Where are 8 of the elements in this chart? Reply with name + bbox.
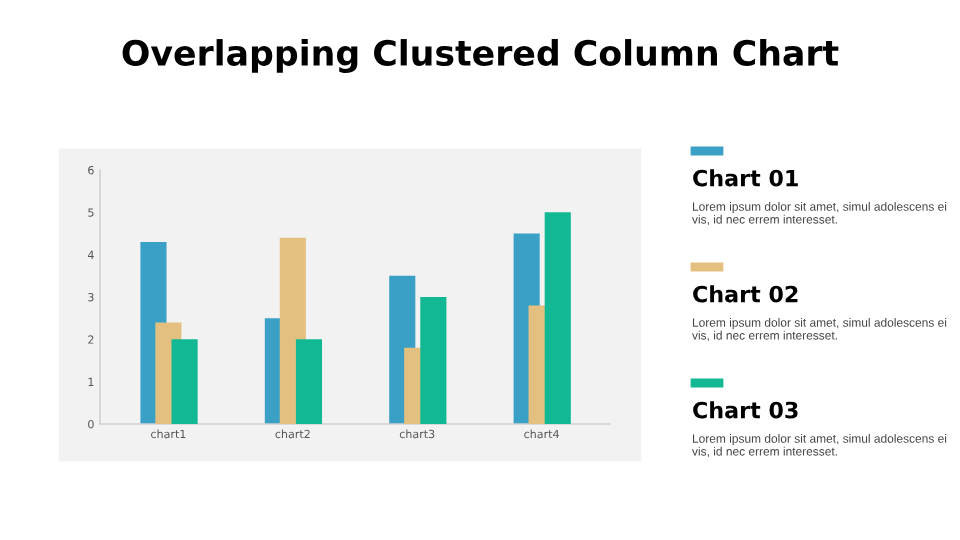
- legend-label: Chart 02: [693, 285, 798, 303]
- bar: [295, 339, 323, 424]
- bar: [171, 339, 198, 424]
- chart-title: Overlapping Clustered Column Chart: [122, 39, 839, 73]
- bar: [420, 297, 447, 424]
- legend-label: Chart 01: [693, 169, 798, 187]
- legend-label: Chart 03: [693, 401, 798, 419]
- bar: [544, 212, 571, 424]
